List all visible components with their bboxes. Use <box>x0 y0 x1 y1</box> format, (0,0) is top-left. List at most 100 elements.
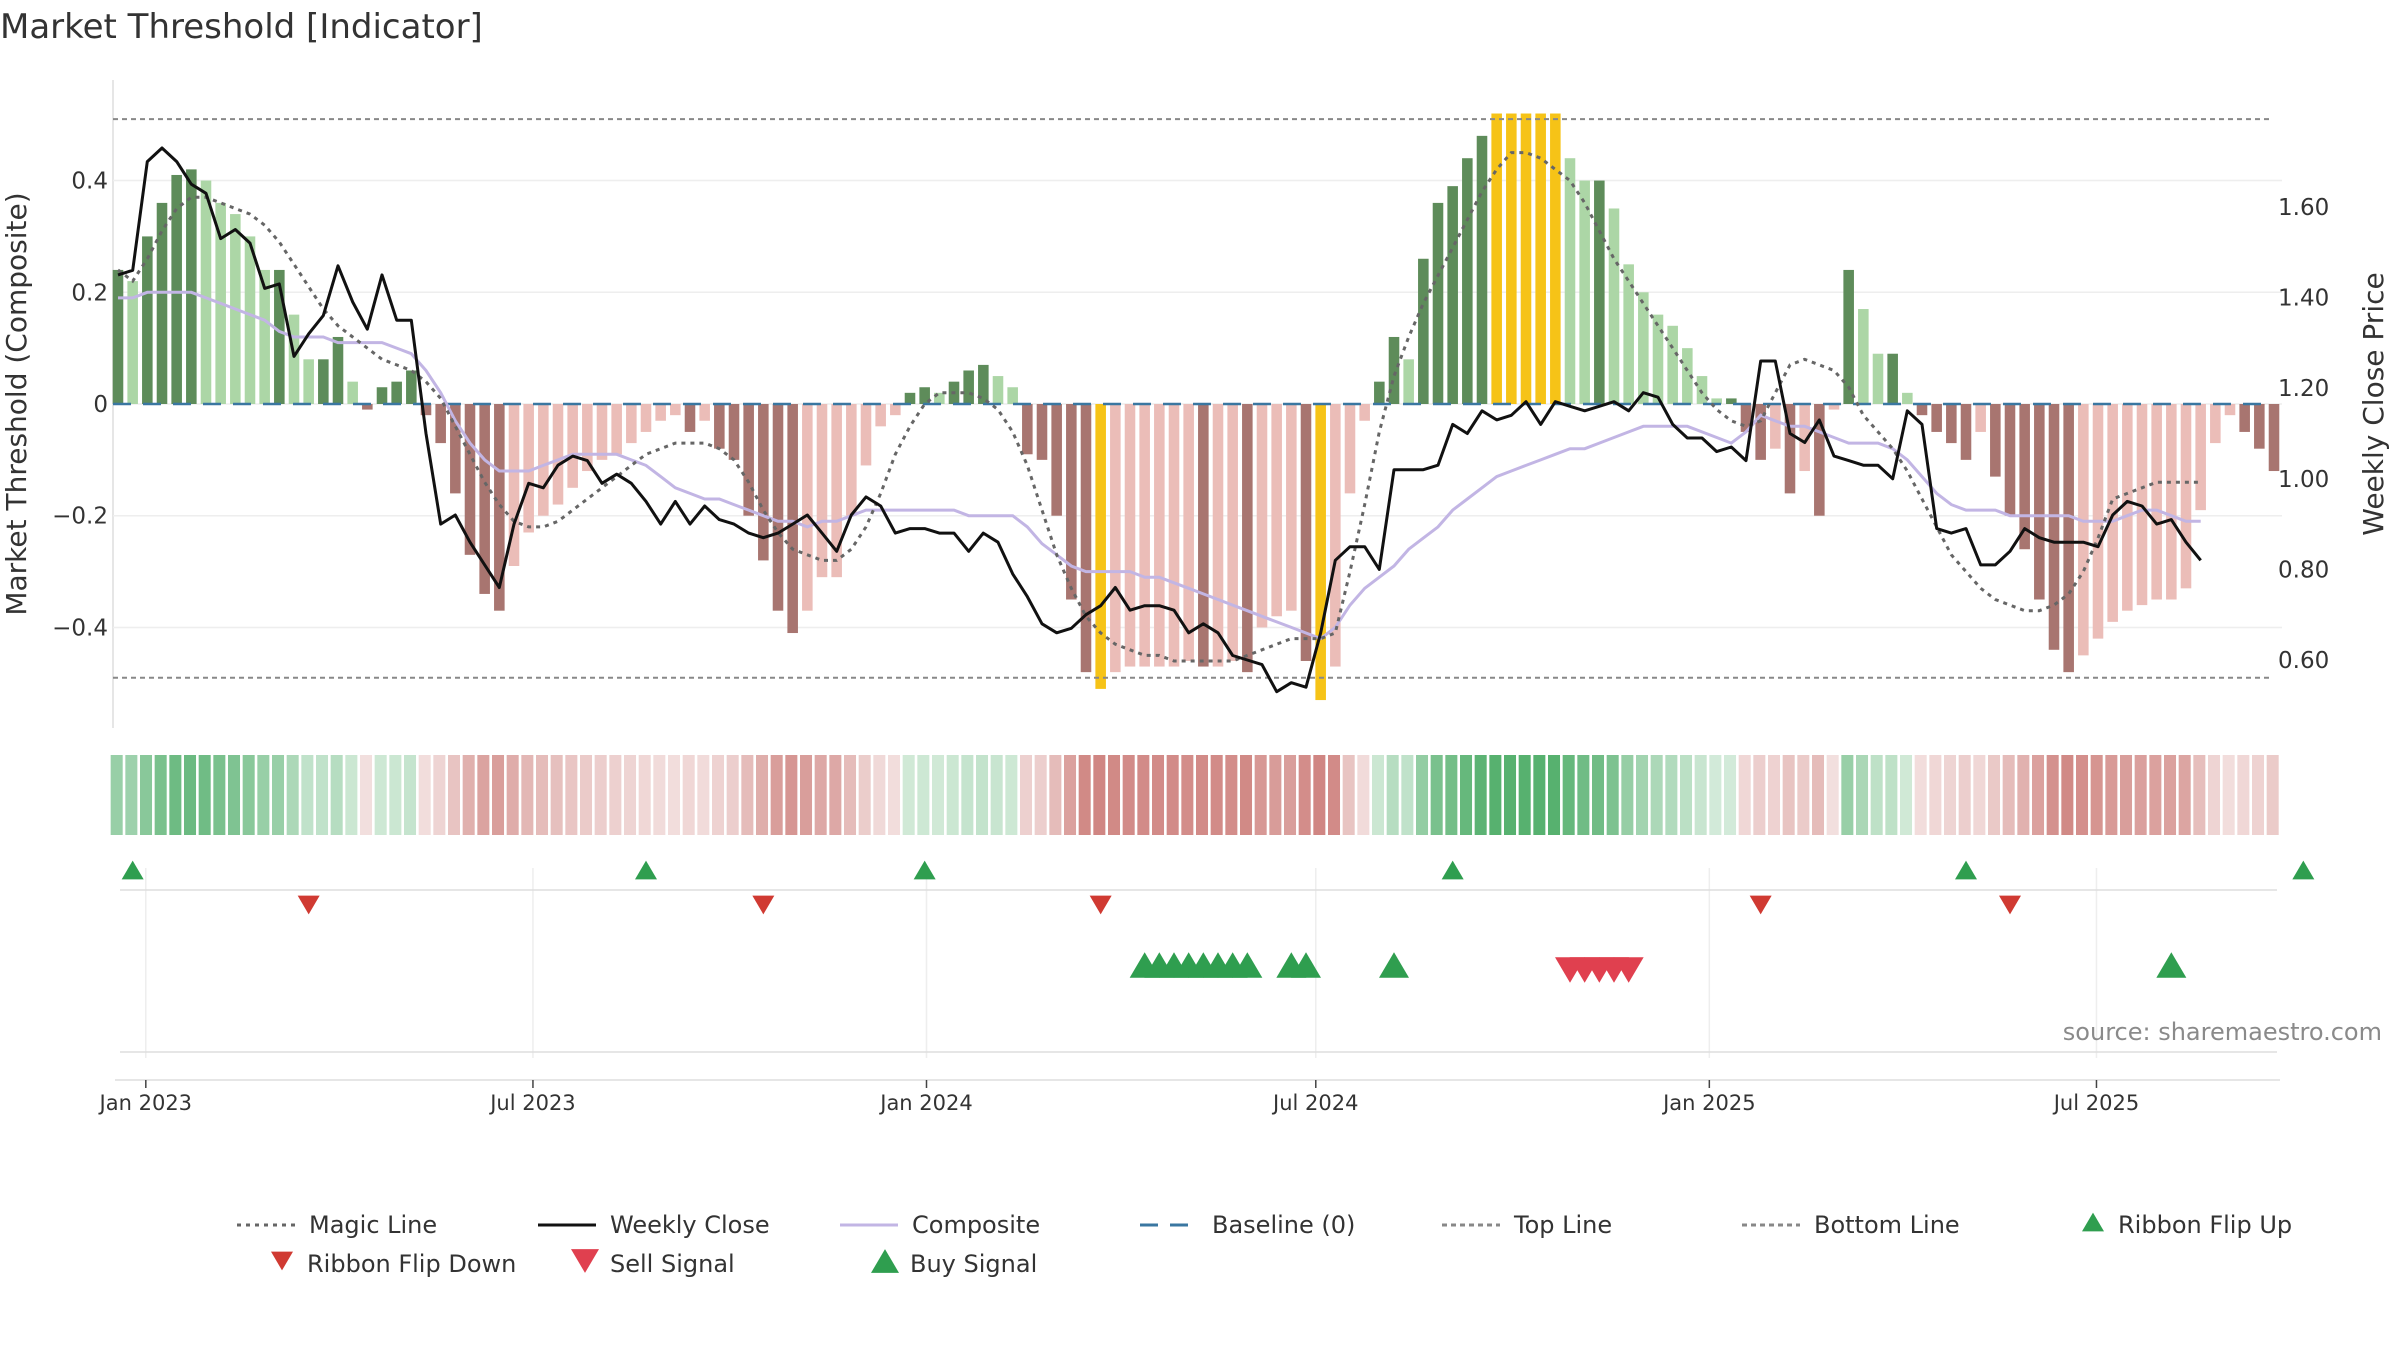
buy-signal-marker <box>1379 952 1409 978</box>
ribbon-cell <box>1430 755 1443 835</box>
ribbon-cell <box>697 755 710 835</box>
composite-bar <box>1080 404 1092 673</box>
composite-bar <box>1168 404 1180 667</box>
composite-bar <box>376 387 388 404</box>
ribbon-cell <box>1020 755 1033 835</box>
ribbon-cell <box>1137 755 1150 835</box>
composite-bar <box>655 404 666 421</box>
composite-bar <box>156 202 168 404</box>
ribbon-cell <box>316 755 329 835</box>
composite-bar <box>626 404 637 444</box>
composite-bar <box>1506 113 1517 404</box>
ribbon-cell <box>1929 755 1942 835</box>
composite-bar <box>494 404 505 611</box>
composite-bar <box>406 370 417 404</box>
ribbon-cell <box>1577 755 1590 835</box>
composite-bar <box>684 404 696 432</box>
composite-bar <box>362 404 373 410</box>
composite-bar <box>1066 404 1077 600</box>
ribbon-flip-down-marker <box>1089 895 1112 915</box>
ribbon-cell <box>404 755 417 835</box>
composite-bar <box>2063 404 2074 673</box>
ribbon-cell <box>2017 755 2030 835</box>
ribbon-cell <box>1254 755 1267 835</box>
ribbon-cell <box>1592 755 1605 835</box>
composite-bar <box>846 404 857 516</box>
legend-label: Sell Signal <box>610 1250 735 1278</box>
ribbon-cell <box>492 755 505 835</box>
ribbon-cell <box>726 755 739 835</box>
ribbon-cell <box>1108 755 1121 835</box>
ribbon-cell <box>2266 755 2279 835</box>
composite-bar <box>596 404 608 460</box>
y-tick-label-right: 1.20 <box>2278 376 2329 402</box>
composite-bar <box>875 404 886 427</box>
ribbon-cell <box>1474 755 1487 835</box>
composite-bar <box>142 236 153 404</box>
composite-bar <box>1271 404 1282 617</box>
ribbon-flip-down-marker <box>752 895 775 915</box>
ribbon-cell <box>125 755 138 835</box>
composite-bar <box>1476 135 1488 405</box>
composite-bar <box>464 404 476 555</box>
ribbon-cell <box>594 755 607 835</box>
ribbon-cell <box>286 755 299 835</box>
ribbon-cell <box>1900 755 1913 835</box>
composite-bar <box>171 174 182 404</box>
buy-signal-marker <box>1232 952 1263 978</box>
composite-bar <box>1154 404 1165 667</box>
composite-bar <box>1726 398 1737 404</box>
composite-bar <box>1740 404 1752 432</box>
composite-bar <box>2254 404 2265 449</box>
ribbon-cell <box>550 755 563 835</box>
composite-bar <box>1682 348 1693 404</box>
ribbon-cell <box>169 755 182 835</box>
legend-swatch <box>271 1251 293 1271</box>
y-tick-label-left: 0.4 <box>71 169 108 195</box>
composite-bar <box>1755 404 1766 460</box>
ribbon-flip-up-marker <box>121 860 144 880</box>
composite-bar <box>1124 404 1136 667</box>
composite-bar <box>2224 404 2236 416</box>
composite-bar <box>1784 404 1796 494</box>
ribbon-cell <box>1005 755 1018 835</box>
legend-swatch <box>871 1249 899 1273</box>
composite-bar <box>538 404 549 516</box>
composite-bar <box>611 404 622 455</box>
composite-bar <box>919 387 930 404</box>
x-tick-label: Jul 2023 <box>488 1091 575 1115</box>
composite-bar <box>2004 404 2016 516</box>
composite-bar <box>714 404 725 449</box>
ribbon-cell <box>917 755 930 835</box>
ribbon-cell <box>1401 755 1414 835</box>
composite-bar <box>127 281 138 404</box>
composite-bar <box>802 404 813 611</box>
ribbon-cell <box>1958 755 1971 835</box>
composite-bar <box>332 336 344 404</box>
ribbon-cell <box>2237 755 2250 835</box>
composite-bar <box>1960 404 1972 460</box>
composite-bar <box>1594 180 1605 404</box>
ribbon-cell <box>360 755 373 835</box>
composite-bar <box>2122 404 2133 611</box>
legend: Magic Line Weekly Close Composite Baseline … <box>237 1211 2292 1278</box>
ribbon-cell <box>1152 755 1165 835</box>
composite-bar <box>758 404 769 561</box>
ribbon-cell <box>1548 755 1561 835</box>
composite-bar <box>200 180 212 404</box>
ribbon-cell <box>741 755 754 835</box>
ribbon-cell <box>1210 755 1223 835</box>
ribbon-cell <box>1709 755 1722 835</box>
ribbon-cell <box>1650 755 1663 835</box>
ribbon-cell <box>521 755 534 835</box>
ribbon-cell <box>946 755 959 835</box>
composite-bar <box>1286 404 1297 611</box>
ribbon-cell <box>653 755 666 835</box>
weekly-close-line <box>117 146 2202 694</box>
ribbon-cell <box>1460 755 1473 835</box>
ribbon-cell <box>1533 755 1546 835</box>
composite-bar <box>1696 376 1708 404</box>
ribbon-cell <box>374 755 387 835</box>
ribbon-flip-up-marker <box>2292 860 2315 880</box>
